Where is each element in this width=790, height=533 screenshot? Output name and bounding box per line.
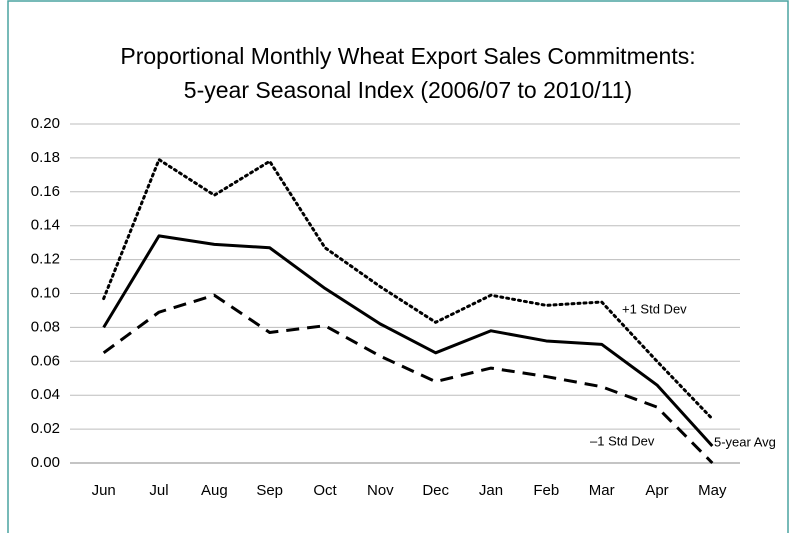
series-label: +1 Std Dev [622,301,687,316]
y-tick-label: 0.00 [31,454,60,471]
frame [7,0,789,533]
x-tick-label: Oct [313,482,337,499]
x-tick-label: Apr [645,482,668,499]
series-line [102,293,714,465]
x-tick-label: Jul [149,482,168,499]
x-tick-label: Aug [201,482,228,499]
y-tick-label: 0.18 [31,149,60,166]
y-tick-label: 0.08 [31,318,60,335]
chart-title: Proportional Monthly Wheat Export Sales … [120,43,695,69]
y-tick-label: 0.06 [31,352,60,369]
x-tick-label: Jun [92,482,116,499]
y-tick-label: 0.02 [31,420,60,437]
x-tick-label: Jan [479,482,503,499]
x-tick-label: Dec [422,482,449,499]
chart-title: 5-year Seasonal Index (2006/07 to 2010/1… [184,77,632,103]
y-tick-label: 0.20 [31,115,60,132]
series-line [102,234,714,448]
x-tick-label: May [698,482,727,499]
x-tick-label: Sep [256,482,283,499]
series-line [102,158,714,421]
y-tick-label: 0.12 [31,251,60,268]
series-label: –1 Std Dev [590,433,655,448]
x-tick-label: Nov [367,482,394,499]
y-tick-label: 0.16 [31,183,60,200]
y-tick-label: 0.04 [31,386,60,403]
x-tick-label: Mar [589,482,615,499]
y-tick-label: 0.10 [31,284,60,301]
y-tick-label: 0.14 [31,217,60,234]
x-tick-label: Feb [533,482,559,499]
series-label: 5-year Avg [714,434,776,449]
